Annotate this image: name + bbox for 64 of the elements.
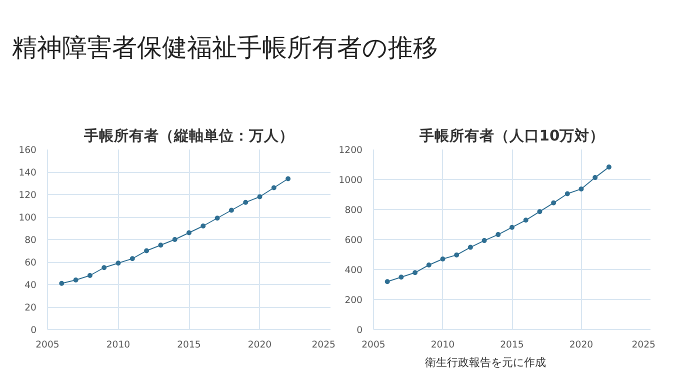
y-tick-label: 140	[18, 168, 37, 178]
y-tick-label: 1000	[338, 175, 363, 186]
x-tick-label: 2005	[36, 340, 60, 350]
point	[564, 191, 570, 196]
text: 精神障害者保健福祉手帳所有者の推移	[12, 32, 438, 64]
point	[214, 216, 220, 221]
point	[271, 185, 276, 190]
point	[551, 200, 556, 206]
y-tick-label: 60	[24, 258, 37, 268]
point	[200, 224, 206, 228]
y-tick-label: 160	[18, 145, 37, 156]
point	[130, 256, 135, 262]
point	[73, 278, 78, 282]
y-tick-label: 200	[344, 295, 363, 306]
x-tick-label: 2025	[632, 340, 656, 350]
point	[87, 273, 92, 278]
point	[398, 274, 404, 280]
chart-title: 手帳所有者（人口10万対）	[418, 126, 605, 144]
point	[482, 238, 487, 244]
x-tick-label: 2020	[248, 340, 272, 350]
point	[144, 248, 150, 254]
point	[578, 186, 584, 192]
point	[496, 232, 501, 238]
point	[286, 176, 291, 182]
point	[116, 260, 121, 266]
point	[102, 265, 107, 270]
x-tick-label: 2015	[500, 340, 524, 350]
y-tick-label: 40	[24, 280, 37, 291]
x-tick-label: 2010	[430, 340, 455, 350]
y-tick-label: 1200	[338, 145, 363, 156]
point	[468, 244, 473, 250]
y-tick-label: 20	[24, 302, 37, 314]
point	[59, 280, 64, 286]
point	[257, 194, 262, 200]
point	[186, 230, 192, 236]
x-tick-label: 2015	[177, 340, 201, 350]
y-tick-label: 800	[344, 205, 363, 216]
point	[412, 270, 418, 276]
point	[243, 200, 248, 205]
point	[228, 208, 234, 213]
chart-title: 手帳所有者（縦軸単位：万人）	[83, 128, 294, 144]
x-tick-label: 2025	[312, 340, 336, 350]
point	[454, 252, 460, 258]
point	[384, 279, 390, 284]
text: 衛生行政報告を元に作成	[425, 355, 546, 371]
point	[510, 224, 514, 230]
y-tick-label: 600	[344, 235, 363, 246]
x-tick-label: 2020	[569, 340, 594, 350]
y-tick-label: 0	[30, 325, 37, 336]
point	[172, 237, 178, 242]
y-tick-label: 400	[344, 265, 363, 276]
point	[158, 242, 164, 248]
y-tick-label: 100	[18, 212, 37, 224]
point	[592, 175, 598, 180]
point	[606, 164, 612, 170]
y-tick-label: 80	[24, 235, 37, 246]
point	[523, 218, 528, 223]
point	[440, 256, 446, 262]
x-tick-label: 2005	[362, 340, 386, 350]
point	[426, 262, 432, 268]
x-tick-label: 2010	[106, 340, 130, 350]
point	[537, 209, 542, 214]
y-tick-label: 0	[356, 325, 363, 336]
y-tick-label: 120	[18, 190, 37, 201]
